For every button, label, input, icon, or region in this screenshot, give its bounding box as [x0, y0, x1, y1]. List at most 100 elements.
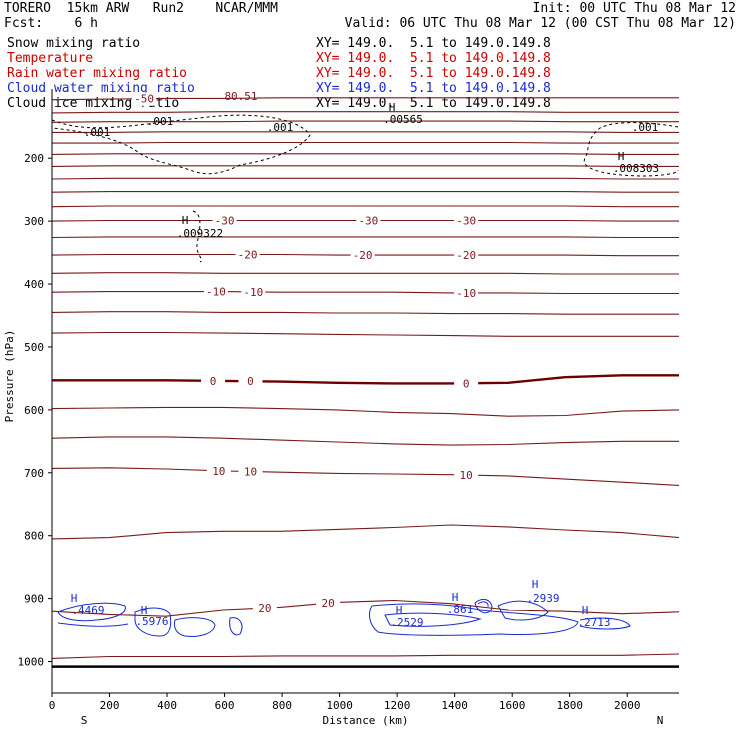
temp-label--20-1: -20 — [353, 249, 373, 262]
temperature-contour-22 — [51, 599, 680, 617]
contour-labels: -50 -30 -30 -30 -20 -20 -20 -10 -10 -10 0 0 0 10 10 10 2… — [71, 90, 659, 629]
header-init: Init: 00 UTC Thu 08 Mar 12 — [532, 1, 737, 16]
temperature-contour-21 — [51, 524, 680, 540]
cloud-max-marker-0: H — [71, 592, 78, 605]
temp-label--50-0: -50 — [134, 93, 154, 106]
y-tick-label-200: 200 — [24, 152, 44, 165]
cloud-contour-3 — [134, 607, 172, 637]
snow-contour-lower — [192, 210, 202, 263]
temperature-contour-11 — [51, 236, 679, 239]
cloud-max-marker-3: H — [452, 591, 459, 604]
temp-label--10-1: -10 — [243, 286, 263, 299]
temperature-contour-1 — [51, 111, 679, 114]
temp-label-20-1: 20 — [321, 597, 334, 610]
legend-snow-xy: XY= 149.0. 5.1 to 149.0.149.8 — [316, 36, 551, 51]
x-tick-label-0: 0 — [49, 699, 56, 712]
temp-label-bg-10-2 — [454, 469, 479, 483]
temp-label-bg-10-1 — [238, 465, 263, 479]
y-tick-label-300: 300 — [24, 215, 44, 228]
header-fcst: Fcst: 6 h — [4, 16, 98, 31]
cloud-contour-9 — [477, 601, 489, 608]
y-tick-label-500: 500 — [24, 341, 44, 354]
cloud-contour-5 — [229, 617, 243, 636]
temp-label-bg-20-0 — [252, 602, 277, 616]
cloud-contour-10 — [497, 600, 549, 621]
snow-max-marker-3: H — [389, 101, 396, 114]
temp-label-bg-0-0 — [201, 374, 226, 388]
temperature-contour-9 — [51, 205, 679, 208]
temp-label-10-1: 10 — [244, 466, 257, 479]
cloud-contour-2 — [57, 622, 129, 627]
temperature-contour-19 — [51, 436, 679, 446]
x-tick-label-1600: 1600 — [499, 699, 526, 712]
temp-label-bg--10-2 — [454, 286, 479, 300]
legend-temperature-name: Temperature — [7, 51, 94, 66]
x-tick-label-1200: 1200 — [384, 699, 411, 712]
snow-label-2: .001 — [147, 115, 174, 128]
cloud-max-label-5: .2713 — [577, 616, 610, 629]
snow-label-3: .001 — [267, 121, 294, 134]
temperature-contour-2 — [51, 120, 679, 123]
header-title-left: TORERO 15km ARW Run2 NCAR/MMM — [4, 1, 278, 16]
cloud-max-label-1: .5976 — [135, 615, 168, 628]
cloud-max-label-3: .861 — [447, 603, 474, 616]
snow-contour-upper — [51, 114, 311, 175]
x-tick-label-800: 800 — [272, 699, 292, 712]
temperature-contour-14 — [51, 291, 679, 295]
temp-label-bg-20-1 — [316, 597, 341, 611]
snow-contours — [51, 114, 679, 263]
temperature-contours — [51, 97, 680, 659]
legend-snow-name: Snow mixing ratio — [7, 36, 141, 51]
temperature-contour-0 — [51, 97, 679, 101]
temp-label-10-0: 10 — [212, 465, 225, 478]
temp-label-0-2: 0 — [463, 377, 470, 390]
cloud-max-label-0: .4469 — [71, 604, 104, 617]
temperature-contour-3 — [52, 131, 679, 133]
temperature-contour-7 — [51, 177, 679, 180]
y-tick-label-900: 900 — [24, 593, 44, 606]
temp-label-20-0: 20 — [258, 602, 271, 615]
temp-label-bg-0-2 — [454, 377, 479, 391]
legend-rain-xy: XY= 149.0. 5.1 to 149.0.149.8 — [316, 66, 551, 81]
header-valid: Valid: 06 UTC Thu 08 Mar 12 (00 CST Thu … — [344, 16, 736, 31]
temperature-contour-15 — [51, 311, 679, 315]
cloud-contour-6 — [369, 603, 579, 636]
temp-label--30-0: -30 — [215, 214, 235, 227]
north-label: N — [657, 714, 664, 727]
temp-label-bg-0-1 — [238, 375, 263, 389]
y-tick-label-700: 700 — [24, 467, 44, 480]
y-tick-label-1000: 1000 — [18, 656, 45, 669]
temperature-contour-23 — [51, 653, 680, 659]
temperature-contour-17 — [52, 374, 679, 385]
temp-label-bg--10-0 — [203, 285, 228, 299]
legend-cloudice-xy: XY= 149.0. 5.1 to 149.0.149.8 — [316, 96, 551, 111]
temperature-contour-13 — [51, 272, 679, 275]
temp-label-bg-10-0 — [206, 464, 231, 478]
temp-label-0-0: 0 — [210, 375, 217, 388]
temp-label-bg--50-0 — [132, 92, 157, 106]
temp-label--30-2: -30 — [456, 214, 476, 227]
temp-label-bg--20-1 — [350, 249, 375, 263]
x-tick-label-200: 200 — [100, 699, 120, 712]
temp-label-bg--30-2 — [454, 214, 479, 228]
snow-label-1: .001 — [84, 126, 111, 139]
y-tick-label-800: 800 — [24, 530, 44, 543]
cloud-contour-8 — [474, 598, 493, 614]
snow-max-marker-2: H — [618, 150, 625, 163]
axis-note: 80.51 — [224, 90, 257, 103]
temp-label-0-1: 0 — [247, 375, 254, 388]
temp-label-bg--20-0 — [235, 248, 260, 262]
cloud-max-marker-2: H — [396, 604, 403, 617]
snow-label-5: .00565 — [383, 113, 423, 126]
legend-rain-name: Rain water mixing ratio — [7, 66, 188, 81]
x-tick-label-400: 400 — [157, 699, 177, 712]
temperature-contour-16 — [51, 331, 679, 337]
legend-temperature-xy: XY= 149.0. 5.1 to 149.0.149.8 — [316, 51, 551, 66]
temp-label--10-2: -10 — [456, 287, 476, 300]
snow-max-marker-1: H — [182, 214, 189, 227]
temp-label-bg--30-1 — [356, 214, 381, 228]
temperature-contour-6 — [51, 165, 679, 167]
south-label: S — [81, 714, 88, 727]
